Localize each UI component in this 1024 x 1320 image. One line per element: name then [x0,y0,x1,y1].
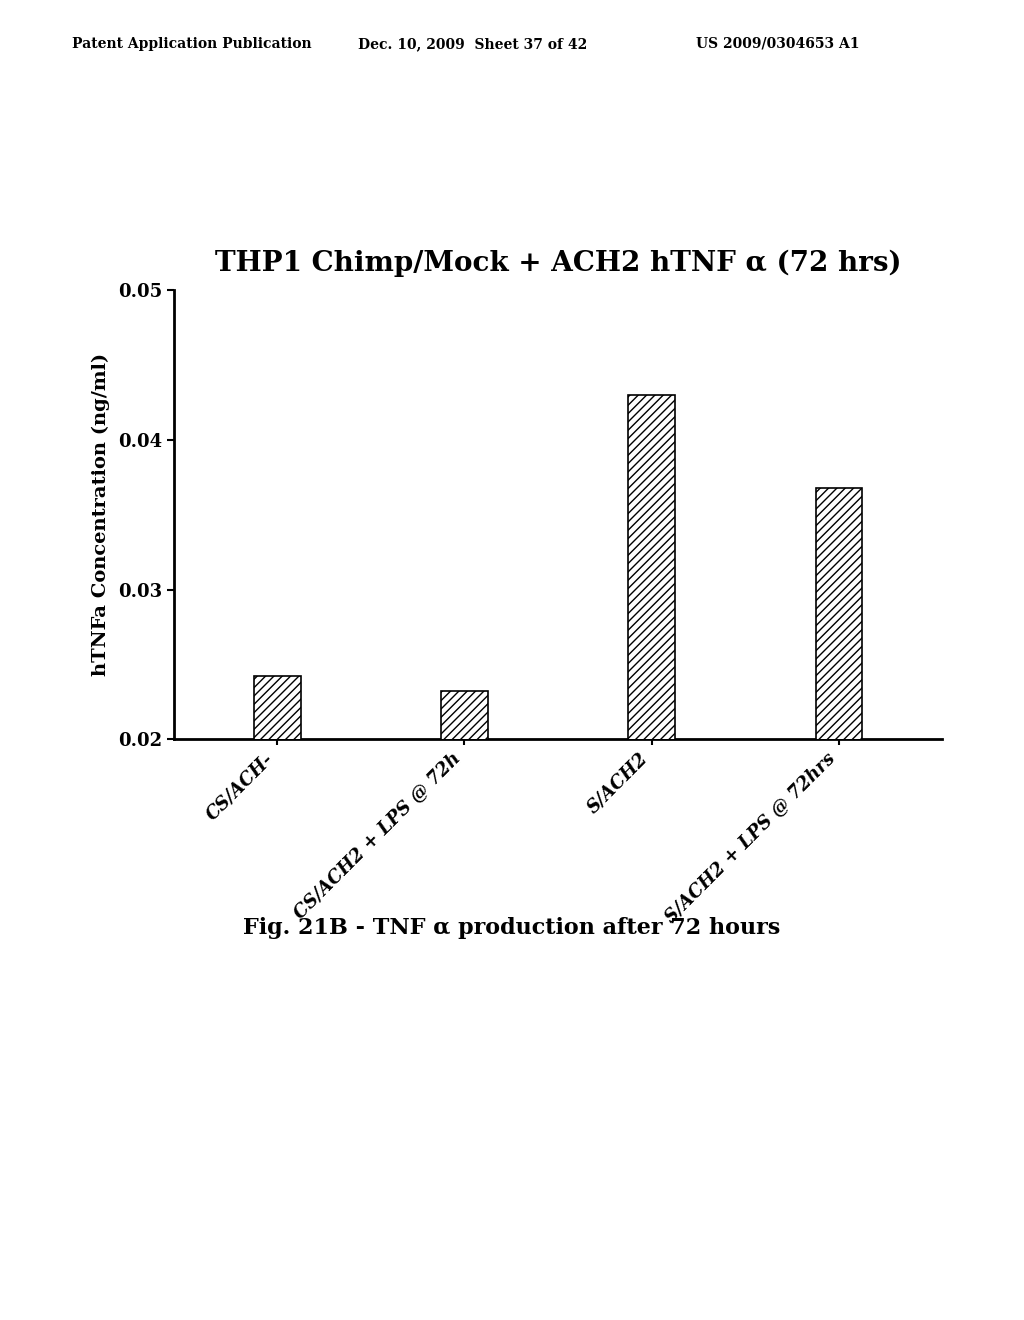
Text: Fig. 21B - TNF α production after 72 hours: Fig. 21B - TNF α production after 72 hou… [244,917,780,940]
Bar [629,395,675,1039]
Y-axis label: hTNFa Concentration (ng/ml): hTNFa Concentration (ng/ml) [91,354,110,676]
Bar [254,676,300,1039]
Bar [816,488,862,1039]
Text: Dec. 10, 2009  Sheet 37 of 42: Dec. 10, 2009 Sheet 37 of 42 [358,37,588,51]
Bar [441,692,487,1039]
Title: THP1 Chimp/Mock + ACH2 hTNF α (72 hrs): THP1 Chimp/Mock + ACH2 hTNF α (72 hrs) [215,249,901,277]
Text: Patent Application Publication: Patent Application Publication [72,37,311,51]
Text: US 2009/0304653 A1: US 2009/0304653 A1 [696,37,860,51]
